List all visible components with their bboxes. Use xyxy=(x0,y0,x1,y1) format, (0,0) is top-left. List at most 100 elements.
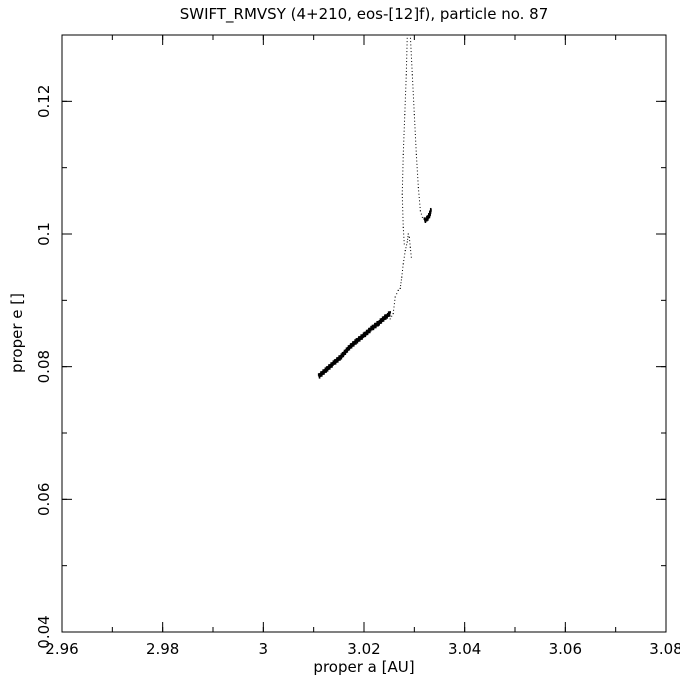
data-point xyxy=(331,365,333,368)
data-point xyxy=(424,218,426,222)
data-point xyxy=(330,362,332,365)
data-point xyxy=(321,370,324,374)
data-point xyxy=(412,94,414,96)
data-point xyxy=(354,340,357,344)
data-point xyxy=(412,80,414,82)
data-point xyxy=(402,213,404,215)
data-point xyxy=(328,364,330,367)
data-point xyxy=(348,346,350,350)
data-point xyxy=(387,314,389,318)
data-point xyxy=(375,322,378,326)
data-point xyxy=(404,110,406,112)
data-point xyxy=(417,187,419,189)
data-point xyxy=(416,160,418,162)
data-point xyxy=(346,350,349,353)
data-point xyxy=(404,100,406,102)
data-point xyxy=(429,213,431,216)
data-point xyxy=(411,74,413,76)
data-point xyxy=(329,363,332,367)
data-point xyxy=(402,153,404,155)
data-point xyxy=(402,183,404,185)
data-point xyxy=(319,372,321,376)
x-tick-label: 2.98 xyxy=(146,640,179,658)
x-tick-label: 3.04 xyxy=(448,640,481,658)
data-point xyxy=(411,77,413,79)
data-point xyxy=(358,339,361,342)
data-point xyxy=(333,360,335,364)
x-tick-label: 3.06 xyxy=(549,640,582,658)
y-tick-label: 0.06 xyxy=(35,483,53,516)
data-point xyxy=(420,213,422,215)
data-point xyxy=(406,54,408,56)
data-point xyxy=(396,293,398,295)
x-tick-label: 2.96 xyxy=(45,640,78,658)
data-point xyxy=(405,94,407,96)
data-point xyxy=(336,360,339,363)
data-point xyxy=(322,370,325,374)
data-point xyxy=(383,317,386,321)
data-point xyxy=(402,263,404,265)
data-point xyxy=(361,334,364,337)
data-point xyxy=(342,353,344,356)
data-point xyxy=(340,356,343,360)
data-point xyxy=(418,190,420,192)
data-point xyxy=(320,372,323,376)
data-point xyxy=(406,57,408,59)
data-point xyxy=(403,137,405,139)
data-point xyxy=(380,321,383,324)
data-point xyxy=(393,303,395,305)
data-point xyxy=(327,365,329,369)
data-point xyxy=(353,342,356,345)
data-point xyxy=(402,220,404,222)
data-point xyxy=(402,216,404,218)
data-point xyxy=(393,309,395,311)
data-point xyxy=(347,345,350,348)
y-tick-label: 0.1 xyxy=(35,222,53,246)
data-point xyxy=(380,318,383,321)
data-point xyxy=(344,349,347,352)
data-point xyxy=(329,365,332,368)
data-point xyxy=(414,134,416,135)
data-point xyxy=(399,287,401,289)
data-point xyxy=(328,365,331,369)
data-point xyxy=(334,360,336,364)
data-point xyxy=(360,335,363,339)
data-point xyxy=(324,367,327,370)
axis-ticks xyxy=(61,34,667,633)
data-point xyxy=(331,362,334,365)
data-point xyxy=(416,163,418,165)
data-point xyxy=(336,358,339,362)
data-point xyxy=(358,337,361,341)
data-point xyxy=(388,314,391,317)
data-point xyxy=(344,351,346,354)
data-point xyxy=(427,218,429,221)
data-point xyxy=(402,160,404,162)
data-point xyxy=(416,157,418,159)
data-point xyxy=(417,180,419,182)
data-point xyxy=(401,200,403,202)
data-point xyxy=(404,97,406,99)
data-point xyxy=(401,197,403,199)
data-point xyxy=(418,197,420,199)
data-point xyxy=(405,70,407,72)
data-point xyxy=(352,342,355,346)
data-point xyxy=(428,215,431,219)
data-point xyxy=(402,206,404,208)
data-point xyxy=(322,369,324,372)
data-point xyxy=(407,233,409,235)
data-point xyxy=(368,329,371,332)
data-point xyxy=(370,326,373,329)
chart-title: SWIFT_RMVSY (4+210, eos-[12]f), particle… xyxy=(180,5,549,24)
data-point xyxy=(406,37,408,39)
data-point xyxy=(424,220,427,224)
data-point xyxy=(340,353,343,357)
data-point xyxy=(366,331,368,334)
data-point xyxy=(353,340,356,344)
data-point xyxy=(413,110,415,112)
data-point xyxy=(326,369,329,372)
data-point xyxy=(402,157,404,159)
data-point xyxy=(323,372,325,375)
data-point xyxy=(350,344,352,348)
data-point xyxy=(402,150,404,152)
